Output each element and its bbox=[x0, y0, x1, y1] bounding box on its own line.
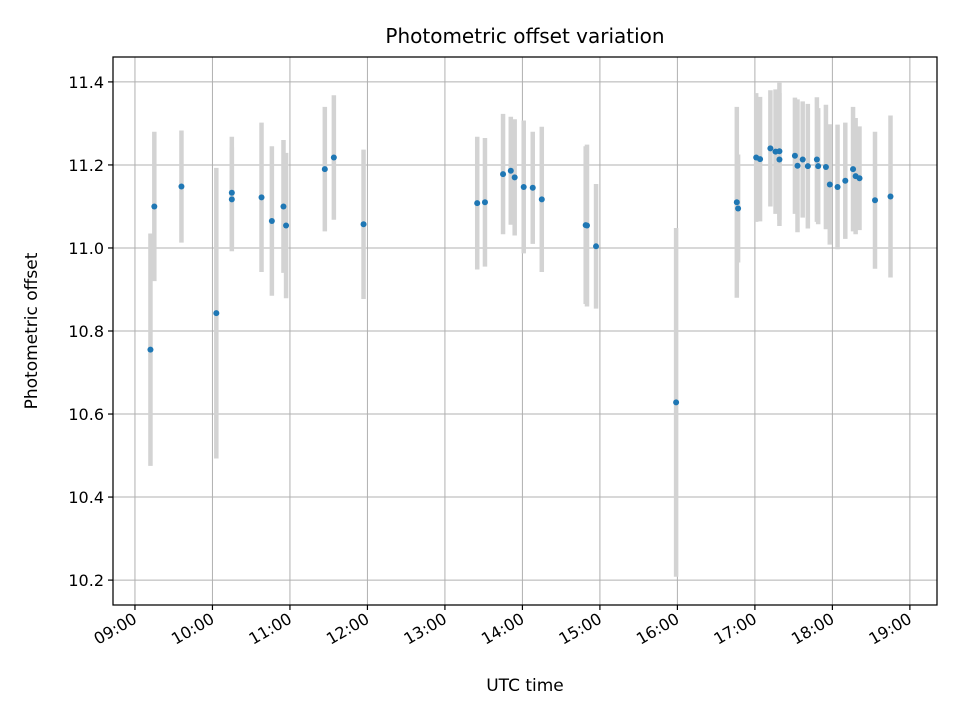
y-tick-label: 10.4 bbox=[68, 488, 104, 507]
data-point bbox=[538, 196, 545, 203]
data-point bbox=[520, 183, 527, 190]
data-point bbox=[258, 194, 265, 201]
data-point bbox=[799, 156, 806, 163]
data-point bbox=[283, 222, 290, 229]
data-point bbox=[887, 193, 894, 200]
data-point bbox=[834, 183, 841, 190]
data-point bbox=[280, 203, 287, 210]
data-point bbox=[850, 166, 857, 173]
data-point bbox=[791, 152, 798, 159]
data-point bbox=[500, 171, 507, 178]
y-tick-label: 11.2 bbox=[68, 156, 104, 175]
data-point bbox=[804, 163, 811, 170]
data-points bbox=[147, 145, 894, 406]
data-point bbox=[178, 183, 185, 190]
data-point bbox=[228, 189, 235, 196]
data-point bbox=[776, 148, 783, 155]
y-axis: 10.2 10.4 10.6 10.8 11.0 11.2 11.4 bbox=[68, 73, 113, 590]
x-axis-title: UTC time bbox=[486, 676, 564, 696]
data-point bbox=[815, 163, 822, 170]
data-point bbox=[822, 164, 829, 171]
data-point bbox=[321, 166, 328, 173]
data-point bbox=[511, 174, 518, 181]
data-point bbox=[583, 222, 590, 229]
data-point bbox=[794, 162, 801, 169]
data-point bbox=[268, 217, 275, 224]
chart-title: Photometric offset variation bbox=[385, 24, 664, 48]
data-point bbox=[593, 243, 600, 250]
data-point bbox=[330, 154, 337, 161]
data-point bbox=[767, 145, 774, 152]
data-point bbox=[228, 196, 235, 203]
data-point bbox=[776, 156, 783, 163]
data-point bbox=[481, 199, 488, 206]
data-point bbox=[872, 197, 879, 204]
data-point bbox=[360, 221, 367, 228]
data-point bbox=[733, 199, 740, 206]
y-axis-title: Photometric offset bbox=[22, 252, 42, 409]
data-point bbox=[147, 346, 154, 353]
data-point bbox=[856, 175, 863, 182]
data-point bbox=[735, 205, 742, 212]
data-point bbox=[529, 184, 536, 191]
y-tick-label: 11.0 bbox=[68, 239, 104, 258]
data-point bbox=[151, 203, 158, 210]
data-point bbox=[813, 156, 820, 163]
data-point bbox=[826, 181, 833, 188]
y-tick-label: 10.2 bbox=[68, 571, 104, 590]
data-point bbox=[757, 156, 764, 163]
data-point bbox=[474, 200, 481, 207]
y-tick-label: 10.6 bbox=[68, 405, 104, 424]
data-point bbox=[213, 310, 220, 317]
data-point bbox=[507, 167, 514, 174]
y-tick-label: 11.4 bbox=[68, 73, 104, 92]
data-point bbox=[673, 399, 680, 406]
data-point bbox=[842, 177, 849, 184]
y-tick-label: 10.8 bbox=[68, 322, 104, 341]
